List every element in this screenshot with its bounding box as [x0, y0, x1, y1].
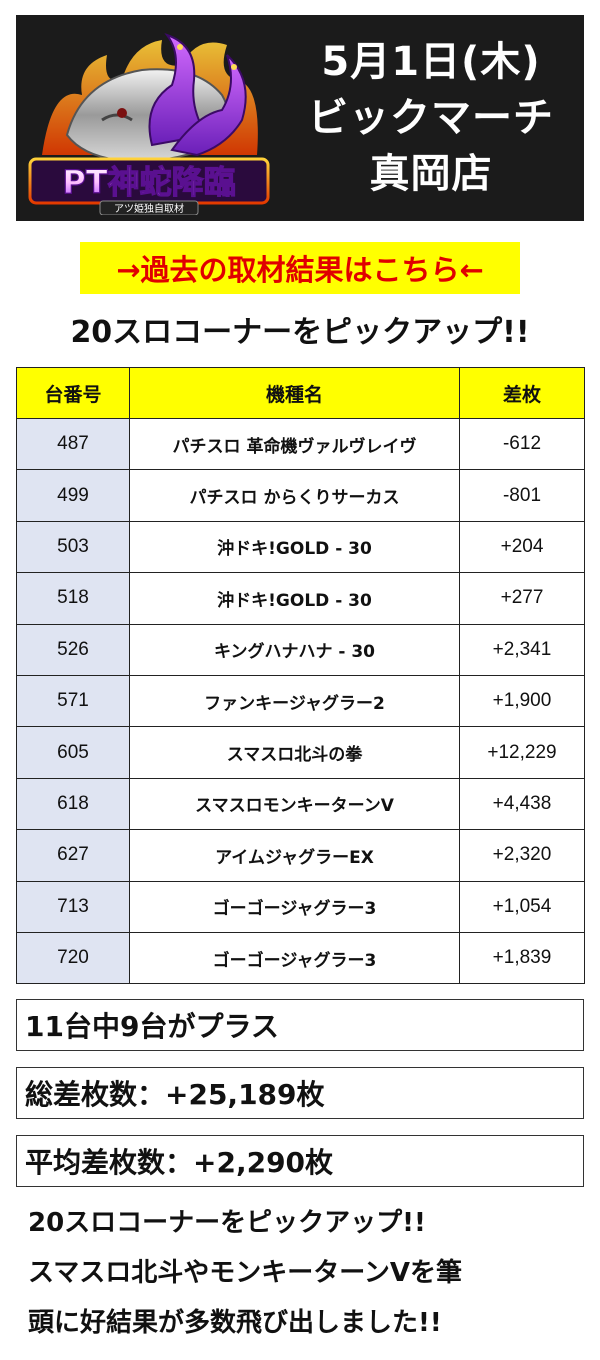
- coin-difference: +12,229: [459, 726, 585, 779]
- header-coin-difference: 差枚: [459, 367, 585, 419]
- coin-difference: +1,054: [459, 880, 585, 933]
- results-table: 台番号 機種名 差枚 487 パチスロ 革命機ヴァルヴレイヴ -612 499 …: [16, 367, 585, 985]
- table-row: 618 スマスロモンキーターンV +4,438: [16, 777, 585, 831]
- comment-line: 20スロコーナーをピックアップ!!: [28, 1208, 426, 1238]
- table-row: 627 アイムジャグラーEX +2,320: [16, 829, 585, 882]
- model-name: アイムジャグラーEX: [129, 829, 460, 882]
- logo-subtitle: アツ姫独自取材: [114, 202, 184, 215]
- table-row: 713 ゴーゴージャグラー3 +1,054: [16, 880, 585, 933]
- pt-shinja-kourin-logo: PT神蛇降臨 アツ姫独自取材: [28, 33, 270, 215]
- coin-difference: -612: [459, 417, 585, 471]
- machine-number: 618: [16, 777, 130, 831]
- machine-number: 720: [16, 931, 130, 985]
- machine-number: 526: [16, 623, 130, 676]
- model-name: キングハナハナ - 30: [129, 623, 460, 676]
- model-name: 沖ドキ!GOLD - 30: [129, 520, 460, 574]
- plus-count-summary: 11台中9台がプラス: [16, 999, 584, 1051]
- table-row: 605 スマスロ北斗の拳 +12,229: [16, 726, 585, 779]
- coin-difference: +1,839: [459, 931, 585, 985]
- table-row: 720 ゴーゴージャグラー3 +1,839: [16, 931, 585, 985]
- machine-number: 503: [16, 520, 130, 574]
- header-banner: PT神蛇降臨 アツ姫独自取材 5月1日(木) ビックマーチ 真岡店: [16, 15, 584, 221]
- model-name: 沖ドキ!GOLD - 30: [129, 572, 460, 625]
- logo-title: PT神蛇降臨: [62, 163, 235, 201]
- header-info: 5月1日(木) ビックマーチ 真岡店: [278, 15, 584, 221]
- table-header-row: 台番号 機種名 差枚: [16, 367, 585, 419]
- coin-difference: +2,341: [459, 623, 585, 676]
- model-name: ゴーゴージャグラー3: [129, 880, 460, 933]
- model-name: ファンキージャグラー2: [129, 674, 460, 728]
- coin-difference: +277: [459, 572, 585, 625]
- model-name: スマスロ北斗の拳: [129, 726, 460, 779]
- header-model-name: 機種名: [129, 367, 460, 419]
- machine-number: 571: [16, 674, 130, 728]
- table-row: 503 沖ドキ!GOLD - 30 +204: [16, 520, 585, 574]
- machine-number: 713: [16, 880, 130, 933]
- coin-difference: +204: [459, 520, 585, 574]
- past-results-link[interactable]: →過去の取材結果はこちら←: [80, 242, 520, 294]
- average-difference-summary: 平均差枚数：+2,290枚: [16, 1135, 584, 1187]
- table-row: 499 パチスロ からくりサーカス -801: [16, 469, 585, 522]
- table-row: 518 沖ドキ!GOLD - 30 +277: [16, 572, 585, 625]
- machine-number: 627: [16, 829, 130, 882]
- coin-difference: +4,438: [459, 777, 585, 831]
- header-machine-number: 台番号: [16, 367, 130, 419]
- store-branch: 真岡店: [369, 151, 493, 197]
- comment-line: スマスロ北斗やモンキーターンVを筆: [28, 1258, 463, 1288]
- model-name: スマスロモンキーターンV: [129, 777, 460, 831]
- machine-number: 518: [16, 572, 130, 625]
- table-row: 487 パチスロ 革命機ヴァルヴレイヴ -612: [16, 417, 585, 471]
- model-name: パチスロ からくりサーカス: [129, 469, 460, 522]
- coin-difference: -801: [459, 469, 585, 522]
- total-difference-summary: 総差枚数：+25,189枚: [16, 1067, 584, 1119]
- machine-number: 605: [16, 726, 130, 779]
- table-row: 571 ファンキージャグラー2 +1,900: [16, 674, 585, 728]
- result-comment: 20スロコーナーをピックアップ!! スマスロ北斗やモンキーターンVを筆 頭に好結…: [28, 1198, 588, 1348]
- table-row: 526 キングハナハナ - 30 +2,341: [16, 623, 585, 676]
- comment-line: 頭に好結果が多数飛び出しました!!: [28, 1308, 442, 1338]
- event-date: 5月1日(木): [321, 39, 541, 85]
- store-name: ビックマーチ: [308, 95, 554, 141]
- model-name: ゴーゴージャグラー3: [129, 931, 460, 985]
- model-name: パチスロ 革命機ヴァルヴレイヴ: [129, 417, 460, 471]
- machine-number: 487: [16, 417, 130, 471]
- section-title: 20スロコーナーをピックアップ!!: [70, 315, 530, 350]
- coin-difference: +1,900: [459, 674, 585, 728]
- coin-difference: +2,320: [459, 829, 585, 882]
- machine-number: 499: [16, 469, 130, 522]
